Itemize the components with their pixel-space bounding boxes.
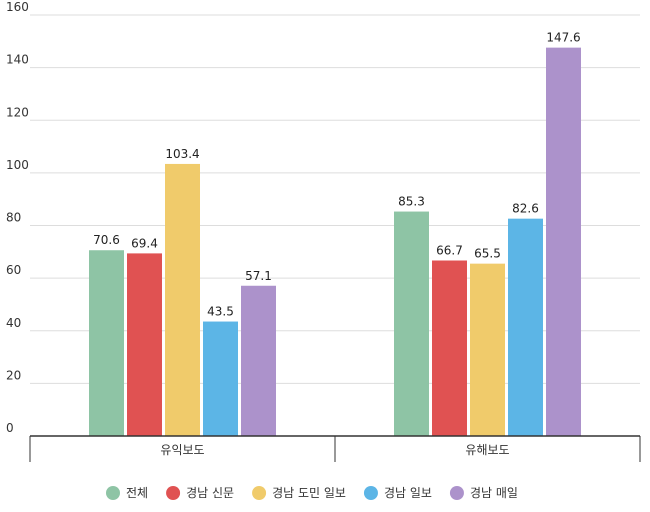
data-labels: 70.6 69.4 103.4 43.5 57.1 85.3 66.7 65.5 82.6 147…	[93, 31, 581, 319]
data-label: 43.5	[207, 305, 234, 319]
y-tick-label: 0	[6, 421, 14, 435]
legend-swatch	[166, 486, 181, 500]
y-tick-label: 60	[6, 263, 21, 277]
data-label: 65.5	[474, 247, 501, 261]
legend-label: 경남 도민 일보	[272, 486, 346, 500]
y-tick-label: 120	[6, 105, 29, 119]
bar	[127, 253, 162, 436]
bar	[203, 321, 238, 436]
legend-label: 경남 일보	[384, 486, 432, 500]
bar	[508, 218, 543, 436]
legend[interactable]: 전체 경남 신문 경남 도민 일보 경남 일보 경남 매일	[106, 486, 518, 500]
bar	[89, 250, 124, 436]
legend-label: 경남 매일	[470, 486, 518, 500]
y-tick-label: 100	[6, 158, 29, 172]
bars	[89, 47, 581, 436]
bar	[546, 47, 581, 436]
legend-swatch	[363, 486, 378, 500]
legend-item[interactable]: 경남 일보	[363, 486, 432, 500]
y-tick-label: 80	[6, 211, 21, 225]
data-label: 147.6	[546, 31, 580, 45]
y-axis-ticks: 0 20 40 60 80 100 120 140 160	[6, 0, 29, 435]
y-tick-label: 160	[6, 0, 29, 14]
bar	[432, 260, 467, 436]
data-label: 69.4	[131, 236, 158, 250]
x-axis: 유익보도 유해보도	[29, 435, 641, 462]
data-label: 57.1	[245, 269, 272, 283]
category-label: 유해보도	[465, 443, 509, 457]
legend-swatch	[106, 486, 120, 500]
y-tick-label: 140	[6, 53, 29, 67]
bar	[394, 211, 429, 436]
y-tick-label: 20	[6, 368, 21, 382]
category-label: 유익보도	[160, 443, 204, 457]
legend-item[interactable]: 전체	[106, 486, 148, 500]
legend-swatch	[449, 486, 464, 500]
data-label: 82.6	[512, 202, 539, 216]
legend-label: 전체	[126, 486, 148, 500]
data-label: 66.7	[436, 243, 463, 257]
data-label: 70.6	[93, 233, 120, 247]
legend-item[interactable]: 경남 매일	[449, 486, 518, 500]
legend-label: 경남 신문	[186, 486, 234, 500]
legend-item[interactable]: 경남 도민 일보	[252, 486, 346, 500]
data-label: 103.4	[165, 147, 199, 161]
legend-item[interactable]: 경남 신문	[166, 486, 234, 500]
legend-swatch	[252, 486, 267, 500]
bar	[470, 263, 505, 436]
data-label: 85.3	[398, 195, 425, 209]
y-tick-label: 40	[6, 316, 21, 330]
bar	[165, 163, 200, 436]
bar	[241, 285, 276, 436]
